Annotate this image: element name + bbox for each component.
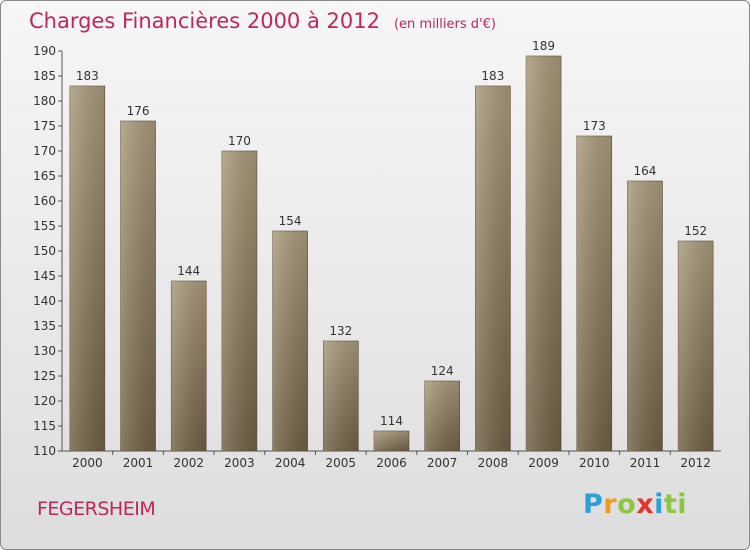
x-tick-label: 2010 [579, 456, 610, 470]
bars-group [69, 55, 714, 452]
x-tick-label: 2009 [528, 456, 559, 470]
bar-shade-2000 [69, 86, 105, 451]
x-tick-label: 2011 [630, 456, 661, 470]
data-label: 164 [634, 164, 657, 178]
axes: 110 115 120 125 130 135 140 145 150 155 160 165 170 1… [33, 44, 721, 458]
bar-shade-2011 [627, 181, 663, 451]
logo-letter: i [654, 489, 664, 520]
y-tick-label: 125 [33, 369, 56, 383]
bar-shade-2009 [526, 56, 562, 451]
x-tick-label: 2003 [224, 456, 255, 470]
logo-letter: o [617, 489, 637, 520]
proxiti-logo: Proxiti [583, 489, 687, 520]
data-label: 132 [329, 324, 352, 338]
bar-shade-2010 [576, 136, 612, 451]
y-tick-label: 135 [33, 319, 56, 333]
y-tick-label: 175 [33, 119, 56, 133]
commune-name: FEGERSHEIM [37, 498, 156, 520]
y-tick-label: 190 [33, 44, 56, 58]
data-label: 176 [127, 104, 150, 118]
x-tick-label: 2008 [478, 456, 509, 470]
bar-shade-2007 [424, 381, 460, 451]
x-tick-label: 2002 [173, 456, 204, 470]
y-tick-label: 115 [33, 419, 56, 433]
data-label: 189 [532, 39, 555, 53]
logo-letter: x [636, 489, 655, 520]
logo-letter: r [603, 489, 618, 520]
logo-letter: i [677, 489, 688, 520]
bar-shade-2004 [272, 231, 308, 451]
y-tick-label: 160 [33, 194, 56, 208]
value-labels-group: 183 2000 176 2001 144 2002 170 2003 154 2004 132 20… [72, 39, 711, 470]
y-tick-label: 145 [33, 269, 56, 283]
bar-shade-2006 [374, 431, 409, 451]
y-tick-label: 130 [33, 344, 56, 358]
bar-shade-2005 [323, 341, 359, 451]
data-label: 144 [177, 264, 200, 278]
y-tick-label: 140 [33, 294, 56, 308]
logo-letter: P [583, 489, 604, 520]
x-tick-label: 2001 [123, 456, 154, 470]
y-tick-label: 185 [33, 69, 56, 83]
bar-shade-2008 [475, 86, 511, 451]
y-tick-label: 150 [33, 244, 56, 258]
y-tick-label: 120 [33, 394, 56, 408]
y-tick-label: 170 [33, 144, 56, 158]
y-tick-label: 165 [33, 169, 56, 183]
y-tick-label: 180 [33, 94, 56, 108]
data-label: 173 [583, 119, 606, 133]
x-tick-label: 2004 [275, 456, 306, 470]
data-label: 183 [76, 69, 99, 83]
data-label: 152 [684, 224, 707, 238]
x-tick-label: 2000 [72, 456, 103, 470]
data-label: 183 [481, 69, 504, 83]
bar-shade-2003 [221, 151, 257, 451]
data-label: 124 [431, 364, 454, 378]
chart-title-block: Charges Financières 2000 à 2012 (en milli… [29, 9, 496, 33]
data-label: 154 [279, 214, 302, 228]
data-label: 114 [380, 414, 403, 428]
bar-shade-2002 [171, 281, 207, 451]
bar-shade-2012 [678, 241, 714, 451]
y-tick-label: 155 [33, 219, 56, 233]
chart-title: Charges Financières 2000 à 2012 [29, 9, 380, 33]
x-tick-label: 2005 [326, 456, 357, 470]
data-label: 170 [228, 134, 251, 148]
y-tick-label: 110 [33, 444, 56, 458]
logo-letter: t [663, 489, 678, 520]
chart-unit: (en milliers d'€) [393, 17, 496, 32]
x-tick-label: 2006 [376, 456, 407, 470]
bar-shade-2001 [120, 121, 156, 451]
x-tick-label: 2007 [427, 456, 458, 470]
x-tick-label: 2012 [680, 456, 711, 470]
